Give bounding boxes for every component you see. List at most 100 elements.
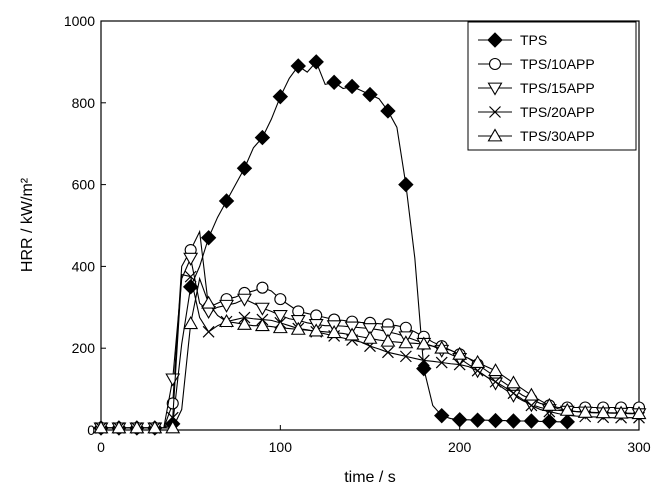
data-point — [93, 420, 109, 434]
series-line — [101, 276, 639, 429]
data-point — [382, 346, 394, 359]
data-point — [487, 412, 504, 429]
data-point — [525, 399, 538, 412]
data-point — [470, 354, 486, 368]
data-point — [434, 407, 450, 424]
legend-label: TPS/15APP — [520, 80, 595, 96]
y-tick-label: 0 — [87, 422, 95, 438]
series-tps-30app — [93, 276, 647, 434]
y-tick-label: 400 — [72, 258, 96, 274]
data-point — [416, 360, 432, 377]
data-point — [380, 333, 396, 347]
data-point — [344, 78, 360, 95]
data-point — [237, 316, 252, 330]
data-point — [111, 420, 127, 434]
y-tick-label: 600 — [72, 177, 96, 193]
legend-label: TPS/10APP — [520, 56, 595, 72]
legend-label: TPS/30APP — [520, 128, 595, 144]
data-point — [631, 406, 647, 420]
data-point — [218, 193, 235, 209]
data-point — [183, 316, 199, 330]
data-point — [201, 295, 217, 309]
data-point — [219, 314, 234, 328]
data-point — [435, 356, 448, 369]
data-point — [165, 373, 181, 387]
data-point — [559, 402, 575, 416]
data-point — [165, 420, 181, 434]
data-point — [308, 323, 324, 337]
data-point — [202, 325, 215, 338]
data-point — [469, 412, 486, 428]
legend: TPS TPS/10APP TPS/15APP TPS/20APP TPS/30APP — [467, 21, 637, 151]
legend-label: TPS — [520, 32, 547, 48]
data-point — [254, 302, 270, 316]
legend-marker — [489, 106, 501, 118]
data-point — [326, 74, 342, 91]
axis-ticks: 0 100 200 300 0 200 400 600 800 1000 — [64, 13, 651, 455]
legend-label: TPS/20APP — [520, 104, 595, 120]
data-point — [200, 230, 217, 246]
data-point — [417, 354, 430, 367]
data-point — [236, 160, 253, 176]
data-point — [541, 397, 557, 411]
y-tick-label: 200 — [72, 340, 96, 356]
data-point — [308, 54, 324, 70]
x-tick-label: 300 — [627, 439, 651, 455]
series-layer — [93, 54, 647, 436]
data-point — [184, 270, 197, 283]
data-point — [453, 358, 466, 371]
y-tick-label: 1000 — [64, 13, 95, 29]
y-axis-title: HRR / kW/m² — [19, 177, 36, 272]
data-point — [254, 318, 270, 332]
data-point — [129, 420, 145, 434]
data-point — [416, 336, 432, 350]
data-point — [290, 321, 306, 335]
data-point — [326, 325, 342, 339]
data-point — [237, 293, 252, 307]
x-tick-label: 200 — [448, 439, 472, 455]
data-point — [254, 129, 271, 146]
data-point — [362, 86, 378, 103]
data-point — [272, 88, 289, 105]
data-point — [505, 413, 522, 429]
data-point — [434, 340, 450, 354]
x-tick-label: 0 — [97, 439, 105, 455]
legend-marker — [488, 57, 502, 71]
data-point — [183, 252, 199, 266]
data-point — [380, 326, 396, 340]
data-point — [398, 335, 414, 349]
data-point — [506, 375, 521, 389]
data-point — [219, 299, 234, 313]
data-point — [344, 327, 360, 341]
data-point — [362, 323, 378, 337]
data-point — [488, 363, 503, 377]
legend-marker — [487, 128, 503, 142]
legend-marker — [487, 32, 503, 48]
data-point — [272, 310, 288, 324]
x-axis-title: time / s — [344, 469, 396, 486]
data-point — [166, 397, 179, 410]
plot-frame — [100, 20, 640, 431]
data-point — [523, 387, 539, 401]
data-point — [290, 314, 306, 328]
data-point — [489, 375, 502, 388]
data-point — [613, 405, 629, 419]
data-point — [256, 281, 269, 294]
data-point — [451, 412, 468, 428]
data-point — [452, 346, 468, 360]
data-point — [399, 350, 412, 363]
data-point — [274, 293, 287, 306]
x-tick-label: 100 — [269, 439, 293, 455]
data-point — [398, 176, 414, 193]
data-point — [541, 413, 558, 430]
data-point — [290, 58, 306, 74]
data-point — [147, 420, 163, 434]
y-tick-label: 800 — [72, 95, 96, 111]
data-point — [362, 330, 378, 344]
data-point — [380, 103, 396, 119]
data-point — [523, 413, 540, 429]
data-point — [577, 404, 593, 418]
legend-marker — [487, 82, 503, 96]
